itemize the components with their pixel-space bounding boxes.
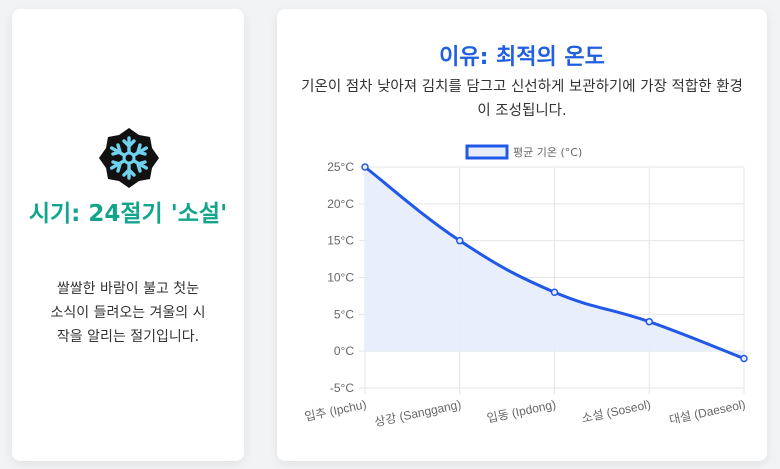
x-tick-label: 대설 (Daeseol) bbox=[668, 397, 747, 427]
reason-card: 이유: 최적의 온도 기온이 점차 낮아져 김치를 담그고 신선하게 보관하기에… bbox=[277, 9, 767, 461]
data-point[interactable] bbox=[361, 163, 369, 171]
temperature-chart: 25°C 20°C 15°C 10°C 5°C 0°C -5°C 입추 (Ipchu) 상강 … bbox=[303, 144, 748, 429]
y-tick-label: 10°C bbox=[327, 271, 354, 285]
season-title: 시기: 24절기 '소설' bbox=[28, 201, 228, 227]
reason-title: 이유: 최적의 온도 bbox=[439, 45, 605, 70]
data-point[interactable] bbox=[645, 317, 653, 326]
data-point[interactable] bbox=[740, 354, 748, 363]
legend-label: 평균 기온 (°C) bbox=[513, 146, 582, 159]
series-area bbox=[365, 167, 744, 359]
season-card: 시기: 24절기 '소설' 쌀쌀한 바람이 불고 첫눈 소식이 들려오는 겨울의… bbox=[12, 9, 244, 461]
legend-swatch bbox=[465, 144, 509, 160]
y-tick-label: 15°C bbox=[327, 234, 354, 248]
data-point[interactable] bbox=[550, 288, 559, 296]
data-point[interactable] bbox=[456, 236, 464, 245]
y-tick-label: 5°C bbox=[334, 307, 354, 321]
y-tick-label: -5°C bbox=[330, 381, 354, 395]
y-tick-label: 25°C bbox=[327, 160, 354, 174]
chart-legend[interactable]: 평균 기온 (°C) bbox=[465, 144, 582, 160]
x-tick-label: 입동 (Ipdong) bbox=[486, 397, 558, 425]
x-tick-label: 소설 (Soseol) bbox=[580, 397, 651, 425]
snowflake-icon bbox=[99, 128, 159, 188]
reason-description: 기온이 점차 낮아져 김치를 담그고 신선하게 보관하기에 가장 적합한 환경이… bbox=[301, 79, 743, 119]
y-tick-label: 20°C bbox=[327, 197, 354, 211]
y-tick-label: 0°C bbox=[334, 344, 354, 358]
season-description: 쌀쌀한 바람이 불고 첫눈 소식이 들려오는 겨울의 시작을 알리는 절기입니다… bbox=[50, 281, 206, 345]
x-tick-label: 상강 (Sanggang) bbox=[373, 397, 462, 429]
x-tick-label: 입추 (Ipchu) bbox=[303, 397, 367, 424]
